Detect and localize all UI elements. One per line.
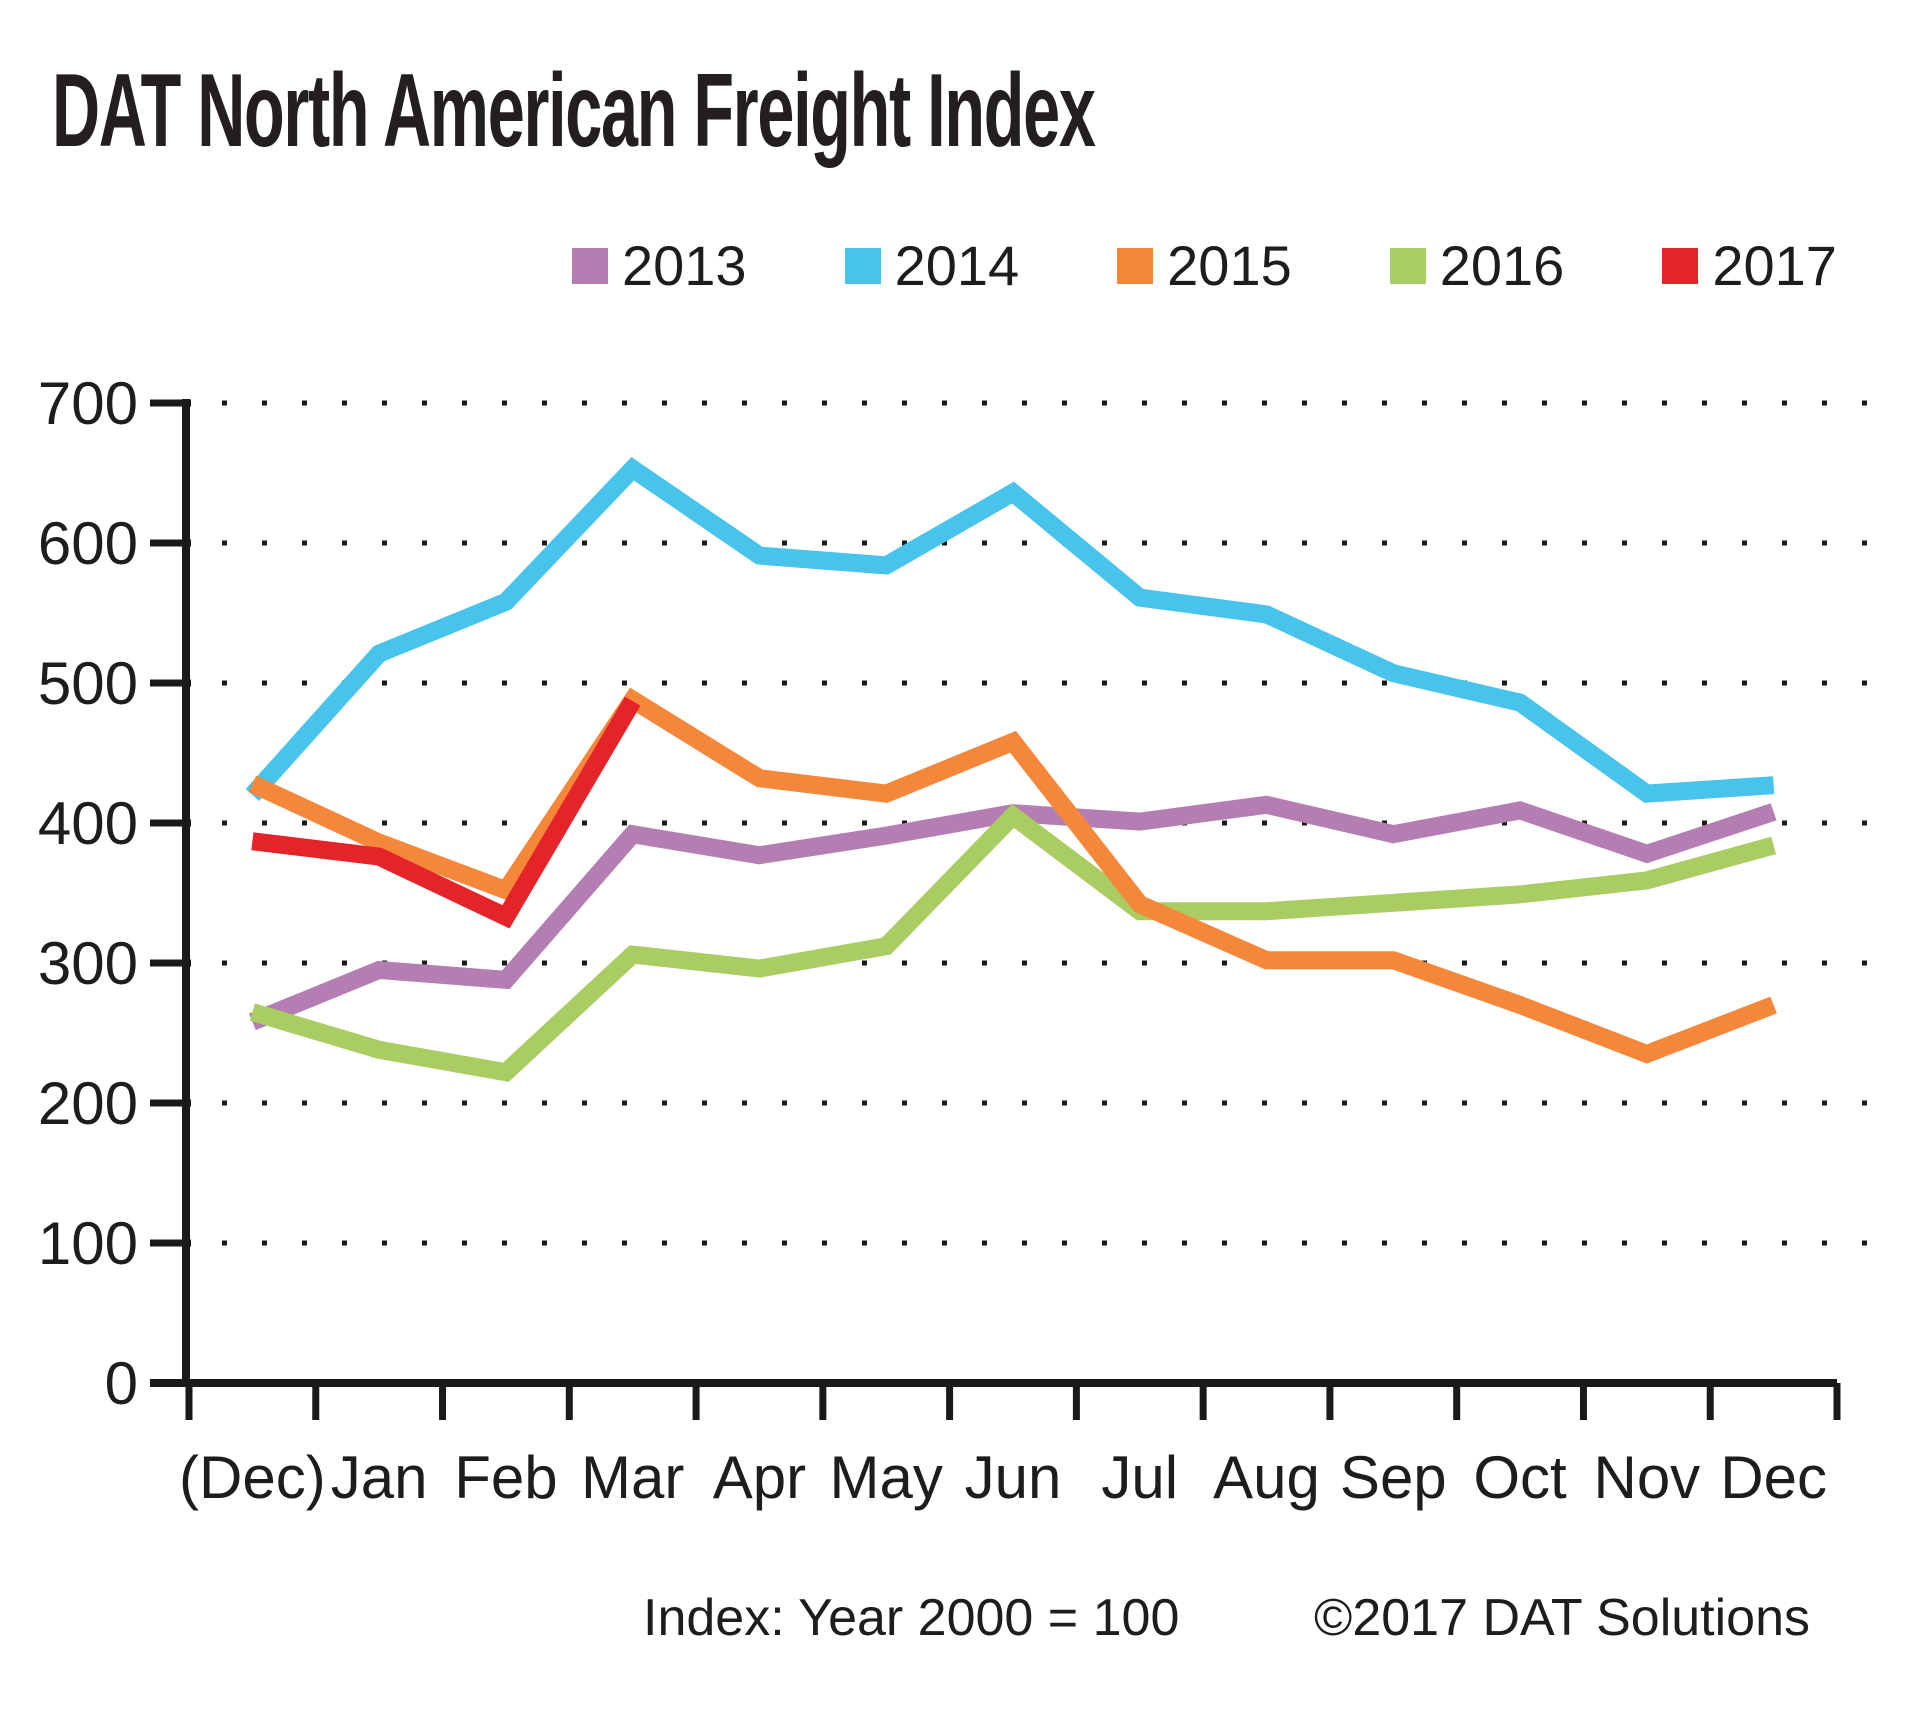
x-axis-label-feb: Feb xyxy=(454,1444,557,1511)
legend-item-2016: 2016 xyxy=(1389,234,1565,297)
x-axis-label-jun: Jun xyxy=(965,1444,1062,1511)
chart-title: DAT North American Freight Index xyxy=(52,53,1096,169)
y-axis-label-200: 200 xyxy=(38,1070,138,1137)
legend-label-2017: 2017 xyxy=(1712,234,1837,297)
legend-swatch-2016 xyxy=(1389,248,1426,284)
x-axis-label-oct: Oct xyxy=(1473,1444,1567,1511)
series-line-2014 xyxy=(245,457,1775,803)
legend: 2013 2014 2015 2016 2017 xyxy=(572,238,1837,294)
y-axis-label-0: 0 xyxy=(105,1350,138,1417)
y-axis-label-500: 500 xyxy=(38,650,138,717)
legend-item-2013: 2013 xyxy=(572,238,747,294)
legend-swatch-2014 xyxy=(844,248,881,284)
x-axis-label-apr: Apr xyxy=(713,1444,806,1511)
legend-item-2014: 2014 xyxy=(844,234,1020,297)
x-axis-label-sep: Sep xyxy=(1340,1444,1447,1511)
legend-label-2015: 2015 xyxy=(1167,234,1292,297)
footer-index-note: Index: Year 2000 = 100 xyxy=(643,1589,1180,1647)
legend-swatch-2017 xyxy=(1662,248,1699,284)
legend-label-2016: 2016 xyxy=(1439,234,1565,297)
x-axis-label-mar: Mar xyxy=(581,1444,684,1511)
legend-swatch-2013 xyxy=(572,248,608,284)
x-axis-label-aug: Aug xyxy=(1213,1444,1320,1511)
series-line-2016 xyxy=(249,804,1777,1082)
y-axis-label-100: 100 xyxy=(38,1210,138,1277)
footer-copyright: ©2017 DAT Solutions xyxy=(1314,1589,1811,1647)
series-line-2017 xyxy=(251,696,641,929)
y-axis-label-600: 600 xyxy=(38,510,138,577)
x-axis-label-jul: Jul xyxy=(1101,1444,1178,1511)
x-axis-label-dec: Dec xyxy=(1720,1444,1827,1511)
series-line-2015 xyxy=(248,687,1777,1064)
legend-swatch-2015 xyxy=(1117,248,1154,284)
y-axis-label-400: 400 xyxy=(38,790,138,857)
legend-label-2013: 2013 xyxy=(622,234,747,297)
x-axis-label-may: May xyxy=(830,1444,943,1511)
legend-item-2017: 2017 xyxy=(1662,238,1837,294)
y-axis-label-300: 300 xyxy=(38,930,138,997)
y-axis-label-700: 700 xyxy=(38,370,138,437)
legend-label-2014: 2014 xyxy=(894,234,1020,297)
x-axis-label-jan: Jan xyxy=(331,1444,428,1511)
x-axis-label-dec: (Dec) xyxy=(179,1444,326,1511)
legend-item-2015: 2015 xyxy=(1117,238,1292,294)
x-axis-label-nov: Nov xyxy=(1593,1444,1700,1511)
